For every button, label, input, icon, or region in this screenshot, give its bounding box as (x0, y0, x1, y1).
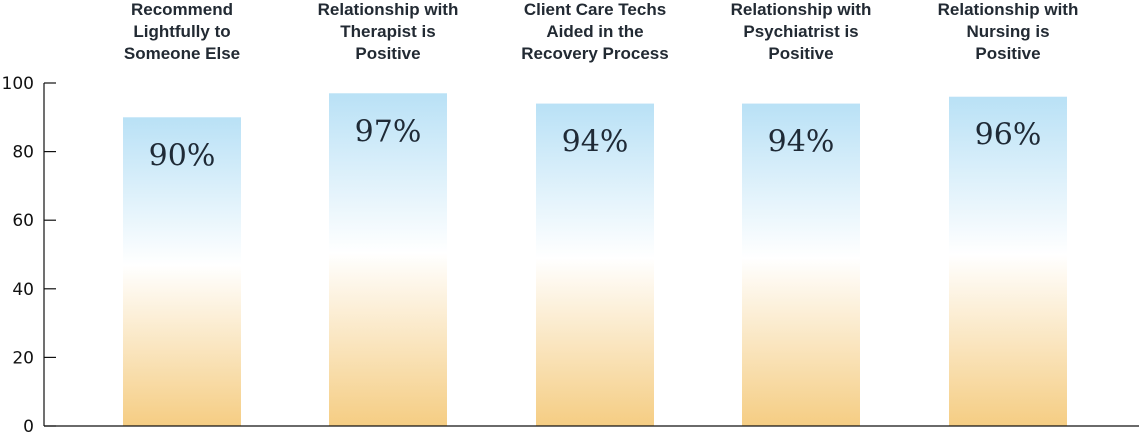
bar-value-label: 90% (149, 138, 216, 173)
bar-value-label: 94% (562, 125, 629, 160)
y-tick-label: 20 (12, 348, 34, 368)
bar-value-label: 94% (768, 125, 835, 160)
y-tick-label: 100 (2, 74, 34, 94)
y-tick-label: 0 (23, 417, 34, 437)
bar (123, 117, 241, 427)
category-label: Relationship with Therapist is Positive (318, 0, 459, 63)
bar-value-label: 96% (975, 118, 1042, 153)
bar (742, 103, 860, 426)
bar (949, 96, 1067, 426)
bars-group (123, 93, 1067, 427)
category-label: Recommend Lightfully to Someone Else (124, 0, 240, 63)
category-labels-group: Recommend Lightfully to Someone Else Relati… (124, 0, 1078, 63)
y-tick-label: 40 (12, 280, 34, 300)
bar (536, 103, 654, 426)
bar (329, 93, 447, 426)
category-label: Relationship with Psychiatrist is Positive (731, 0, 872, 63)
bar-value-label: 97% (355, 114, 422, 149)
y-tick-label: 60 (12, 211, 34, 231)
y-tick-label: 80 (12, 143, 34, 163)
category-label: Relationship with Nursing is Positive (938, 0, 1079, 63)
category-label: Client Care Techs Aided in the Recovery Pr… (521, 0, 668, 63)
y-axis: 0 20 40 60 80 100 (2, 74, 1139, 437)
value-labels-group: 90% 97% 94% 94% 96% (149, 114, 1042, 173)
